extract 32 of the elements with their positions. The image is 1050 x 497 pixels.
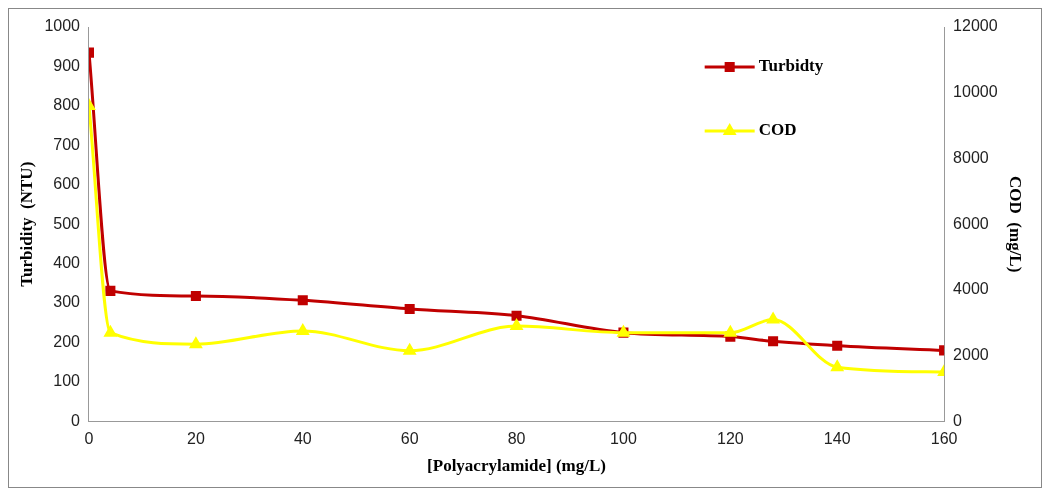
legend-label: Turbidty [758, 56, 824, 76]
y-tick-label: 800 [53, 96, 81, 114]
y2-tick-label: 2000 [953, 346, 989, 364]
x-tick-label: 140 [823, 430, 851, 448]
y-tick-label: 500 [53, 214, 81, 232]
x-tick-label: 120 [716, 430, 744, 448]
x-tick-label: 40 [293, 430, 312, 448]
x-tick-label: 100 [610, 430, 637, 448]
y-tick-label: 1000 [44, 17, 81, 35]
y-tick-label: 400 [53, 254, 81, 272]
y2-tick-label: 4000 [953, 280, 989, 298]
y2-tick-label: 8000 [953, 148, 989, 166]
y-tick-label: 700 [53, 135, 81, 153]
x-tick-label: 80 [507, 430, 526, 448]
y-tick-label: 0 [71, 411, 81, 429]
y-axis-title: Turbidity (NTU) [16, 161, 36, 287]
x-tick-label: 60 [400, 430, 419, 448]
y-tick-label: 900 [53, 56, 81, 74]
y-tick-label: 600 [53, 175, 81, 193]
y2-tick-label: 10000 [953, 83, 998, 101]
y-tick-label: 300 [53, 293, 81, 311]
y2-tick-label: 12000 [953, 17, 998, 35]
y2-axis-title: COD (mg/L) [1006, 176, 1026, 273]
legend-label: COD [758, 120, 797, 140]
y-tick-label: 100 [53, 372, 81, 390]
y2-tick-label: 6000 [953, 214, 989, 232]
x-tick-label: 0 [84, 430, 94, 448]
y-tick-label: 200 [53, 332, 81, 350]
x-tick-label: 20 [186, 430, 205, 448]
x-axis-title: [Polyacrylamide] (mg/L) [427, 456, 607, 476]
x-tick-label: 160 [930, 430, 958, 448]
y2-tick-label: 0 [953, 411, 963, 429]
